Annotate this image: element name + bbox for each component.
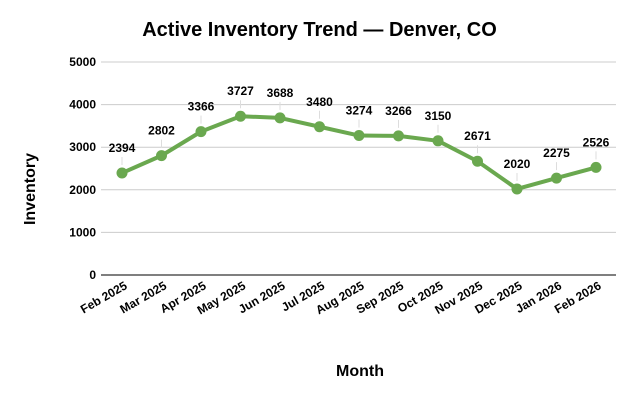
data-point: [314, 121, 325, 133]
data-label: 2671: [464, 129, 491, 143]
y-tick-label: 2000: [69, 183, 96, 197]
data-label: 3727: [227, 84, 254, 98]
data-point: [393, 130, 404, 142]
data-label: 3274: [346, 104, 373, 118]
data-label: 2020: [504, 157, 531, 171]
data-point: [195, 126, 207, 138]
data-label: 2275: [543, 146, 570, 160]
y-tick-label: 5000: [69, 55, 96, 69]
data-point: [116, 167, 128, 179]
data-label: 3688: [267, 86, 294, 100]
data-point: [590, 161, 602, 173]
data-point: [472, 155, 483, 167]
data-point: [353, 130, 365, 142]
chart-title: Active Inventory Trend — Denver, CO: [142, 19, 497, 41]
data-label: 2802: [148, 124, 175, 138]
data-label: 3266: [385, 104, 412, 118]
data-point: [274, 112, 286, 124]
data-point: [235, 110, 246, 122]
y-tick-label: 4000: [69, 98, 96, 112]
data-label: 2526: [583, 135, 610, 149]
data-point: [156, 150, 167, 162]
x-axis-label: Month: [336, 363, 384, 380]
data-point: [511, 183, 523, 195]
data-label: 3480: [306, 95, 333, 109]
data-label: 3366: [188, 100, 215, 114]
data-label: 3150: [425, 109, 452, 123]
data-point: [432, 135, 444, 147]
data-point: [551, 172, 562, 184]
y-tick-label: 3000: [69, 140, 96, 154]
data-label: 2394: [109, 141, 136, 155]
y-tick-label: 0: [89, 268, 96, 282]
y-tick-label: 1000: [69, 225, 96, 239]
